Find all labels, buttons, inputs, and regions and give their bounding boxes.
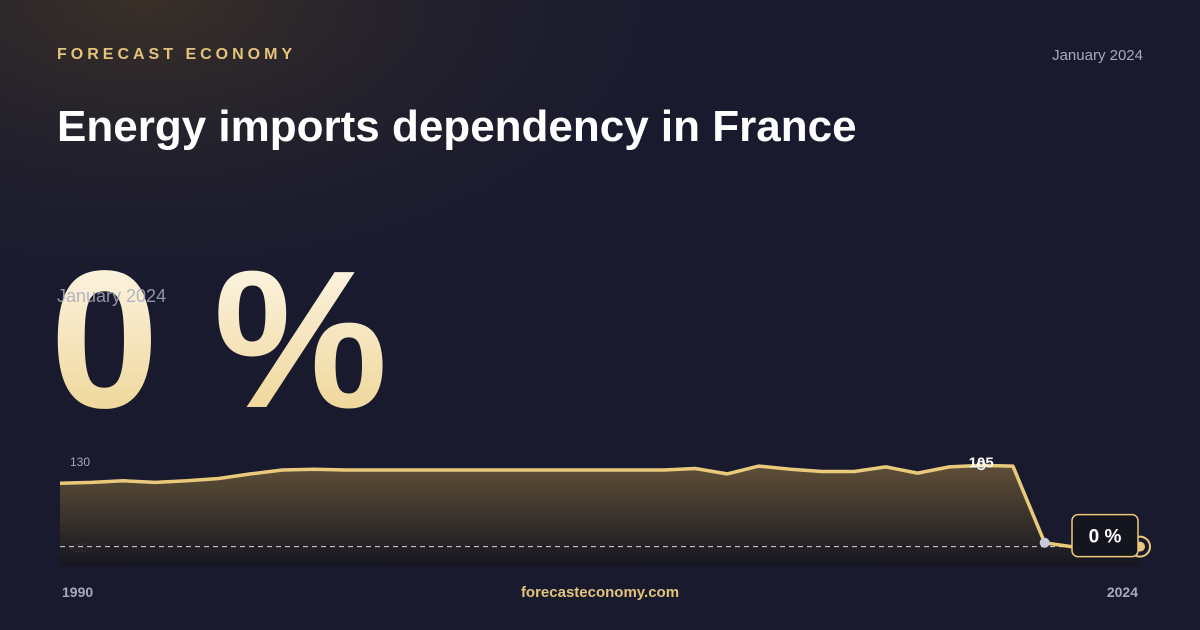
headline-value: 0 % [50, 230, 388, 449]
line [59, 463, 1141, 550]
callout-box [1071, 513, 1139, 558]
y-tick-label: 130 [70, 455, 90, 469]
x-tick-label: 1990 [62, 584, 93, 600]
min-marker [1039, 537, 1050, 548]
date: January 2024 [1052, 47, 1143, 64]
peak-marker [976, 460, 986, 471]
x-tick-label: 2024 [1107, 584, 1138, 600]
chart: 130-25199020241050 % [59, 454, 1151, 600]
peak-label: 105 [969, 454, 994, 471]
footer: forecasteconomy.com [521, 584, 679, 601]
brand: FORECAST ECONOMY [57, 46, 296, 63]
headline-date: January 2024 [57, 286, 166, 306]
area [60, 465, 1140, 566]
callout-label: 0 % [1089, 527, 1122, 548]
title: Energy imports dependency in France [57, 102, 857, 151]
